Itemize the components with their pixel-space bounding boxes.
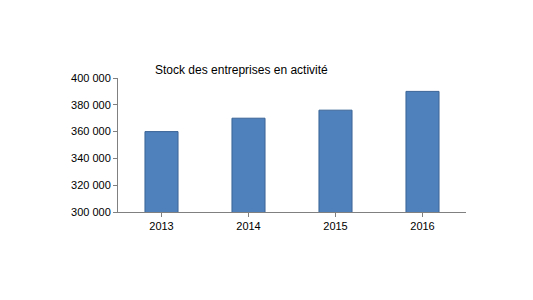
svg-text:2015: 2015	[323, 220, 347, 232]
svg-text:380 000: 380 000	[71, 99, 111, 111]
svg-text:2014: 2014	[236, 220, 260, 232]
svg-text:360 000: 360 000	[71, 125, 111, 137]
svg-text:400 000: 400 000	[71, 72, 111, 84]
svg-text:340 000: 340 000	[71, 152, 111, 164]
svg-text:300 000: 300 000	[71, 206, 111, 218]
svg-text:Stock des entreprises en activ: Stock des entreprises en activité	[155, 63, 328, 77]
svg-text:2016: 2016	[410, 220, 434, 232]
svg-text:2013: 2013	[149, 220, 173, 232]
svg-text:320 000: 320 000	[71, 179, 111, 191]
